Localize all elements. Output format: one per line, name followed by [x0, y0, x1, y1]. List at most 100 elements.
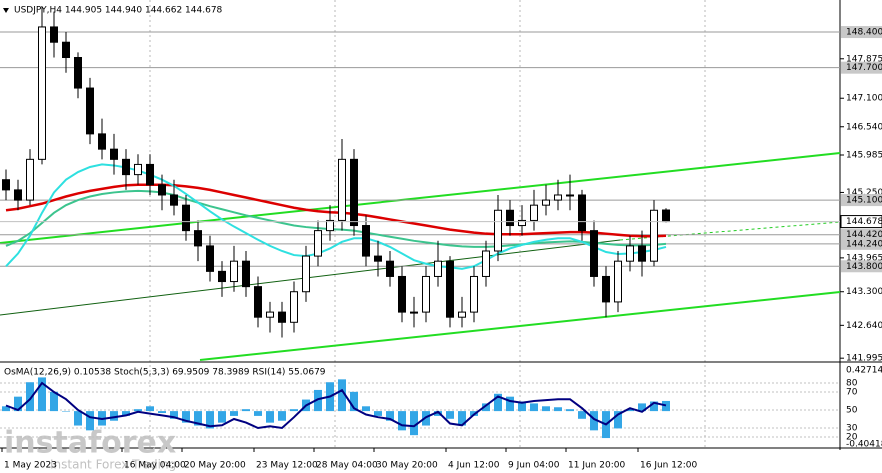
candle-body	[158, 184, 166, 196]
osma-bar	[650, 401, 658, 412]
x-tick-label: 23 May 12:00	[256, 461, 318, 471]
candle-body	[326, 219, 334, 232]
candle-body	[554, 194, 562, 201]
candle-body	[446, 260, 454, 318]
level-box	[841, 61, 882, 74]
osma-bar	[506, 396, 514, 412]
last-price-label: 144.678	[846, 217, 882, 227]
y2-tick-label: 50	[846, 406, 858, 416]
y-tick-label: 0.42714	[846, 366, 882, 376]
y-tick-label: 146.540	[846, 122, 882, 132]
candle-body	[566, 194, 574, 197]
osma-bar	[542, 406, 550, 412]
osma-bar	[590, 411, 598, 431]
candle-body	[206, 245, 214, 272]
candle-body	[506, 209, 514, 227]
osma-bar	[158, 411, 166, 414]
candle-body	[434, 260, 442, 277]
osma-bar	[266, 411, 274, 423]
candle-body	[398, 275, 406, 313]
candle-body	[614, 260, 622, 303]
watermark-brand: instaforex	[4, 426, 176, 461]
osma-bar	[122, 411, 130, 416]
candle-body	[62, 41, 70, 59]
trend-line	[0, 152, 841, 244]
osma-bar	[518, 401, 526, 412]
osma-bar	[458, 411, 466, 426]
candle-body	[74, 57, 82, 89]
candle-body	[230, 260, 238, 283]
osma-bar	[494, 393, 502, 412]
y-tick-label: 147.100	[846, 94, 882, 104]
candle-body	[338, 158, 346, 221]
indicator-title: OsMA(12,26,9) 0.10538 Stoch(5,3,3) 69.95…	[4, 368, 326, 378]
osma-bar	[2, 406, 10, 412]
level-label: 145.100	[846, 196, 882, 206]
candle-body	[314, 230, 322, 257]
candle-body	[26, 158, 34, 201]
osma-bar	[290, 409, 298, 412]
x-tick-label: 9 Jun 04:00	[508, 461, 560, 471]
candle-body	[182, 204, 190, 232]
osma-bar	[638, 403, 646, 412]
osma-bar	[194, 411, 202, 426]
osma-bar	[626, 409, 634, 412]
osma-bar	[134, 409, 142, 412]
candle-body	[650, 209, 658, 262]
candle-body	[578, 194, 586, 232]
osma-bar	[62, 411, 70, 412]
osma-bar	[26, 382, 34, 412]
osma-bar	[218, 411, 226, 423]
y-tick-label: 141.995	[846, 354, 882, 364]
candle-body	[194, 230, 202, 247]
osma-bar	[74, 411, 82, 426]
last-price-box	[840, 215, 882, 229]
trend-line	[199, 291, 841, 361]
osma-bar	[314, 389, 322, 412]
candle-body	[110, 148, 118, 160]
osma-bar	[374, 411, 382, 416]
candle-body	[170, 194, 178, 206]
osma-bar	[662, 400, 670, 412]
osma-bar	[446, 411, 454, 419]
watermark-tagline: Instant Forex Trading	[50, 458, 176, 472]
osma-bar	[38, 377, 46, 412]
y2-tick-label: 20	[846, 433, 858, 443]
candle-body	[410, 311, 418, 314]
y-tick-label: 142.640	[846, 321, 882, 331]
level-label: 147.700	[846, 63, 882, 73]
y-tick-label: 145.250	[846, 188, 882, 198]
osma-bar	[398, 411, 406, 431]
menu-arrow[interactable]	[3, 8, 9, 13]
moving-average	[5, 163, 667, 270]
osma-bar	[206, 411, 214, 429]
candle-body	[86, 87, 94, 135]
osma-bar	[566, 409, 574, 412]
indicator-line	[5, 381, 667, 430]
level-label: 144.240	[846, 239, 882, 249]
osma-bar	[254, 411, 262, 416]
osma-bar	[482, 403, 490, 412]
x-tick-label: 16 May 04:00	[124, 461, 186, 471]
candle-body	[494, 209, 502, 252]
moving-average	[5, 183, 667, 238]
candle-body	[386, 260, 394, 277]
y2-tick-label: 30	[846, 424, 858, 434]
candle-body	[422, 275, 430, 313]
osma-bar	[230, 411, 238, 416]
level-box	[841, 194, 882, 207]
osma-bar	[182, 411, 190, 423]
candle-body	[374, 255, 382, 262]
y-tick-label: 143.300	[846, 287, 882, 297]
osma-bar	[278, 411, 286, 421]
osma-bar	[14, 396, 22, 412]
candle-body	[242, 260, 250, 288]
candle-body	[278, 311, 286, 323]
osma-bar	[434, 411, 442, 416]
level-label: 148.400	[846, 28, 882, 38]
osma-bar	[242, 409, 250, 412]
candle-body	[518, 219, 526, 227]
candle-body	[350, 158, 358, 227]
